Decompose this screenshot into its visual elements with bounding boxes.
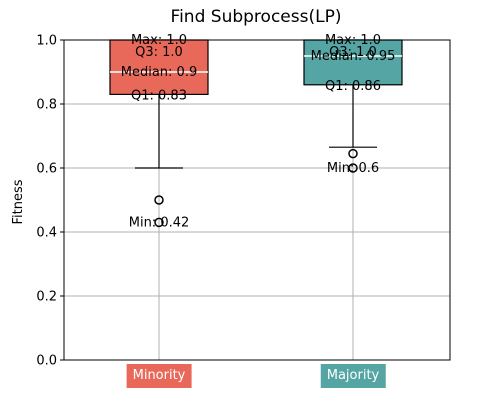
y-tick-label: 0.0 [36,354,57,369]
iqr-box [303,39,403,86]
q1-annotation: Q1: 0.86 [325,79,381,94]
iqr-box [109,39,209,96]
y-tick-label: 1.0 [36,34,57,49]
category-label-majority: Majority [320,364,386,388]
q3-annotation: Q3: 1.0 [135,45,183,60]
y-axis-label: Fitness [11,179,26,224]
y-tick-label: 0.4 [36,226,57,241]
category-label-minority: Minority [126,364,192,388]
median-annotation: Median: 0.95 [311,49,396,64]
outlier-point [348,163,358,173]
min-annotation: Min: 0.42 [129,215,190,230]
q3-annotation: Q3: 1.0 [329,45,377,60]
outlier-point [154,217,164,228]
y-tick-label: 0.2 [36,290,57,305]
median-annotation: Median: 0.9 [121,65,197,80]
chart-title: Find Subprocess(LP) [171,7,342,27]
outlier-point [154,195,164,205]
y-tick-label: 0.6 [36,162,57,177]
y-tick-label: 0.8 [36,98,57,113]
outlier-point [348,148,358,159]
plot-frame [63,39,451,361]
min-annotation: Min: 0.6 [327,161,379,176]
q1-annotation: Q1: 0.83 [131,88,187,103]
